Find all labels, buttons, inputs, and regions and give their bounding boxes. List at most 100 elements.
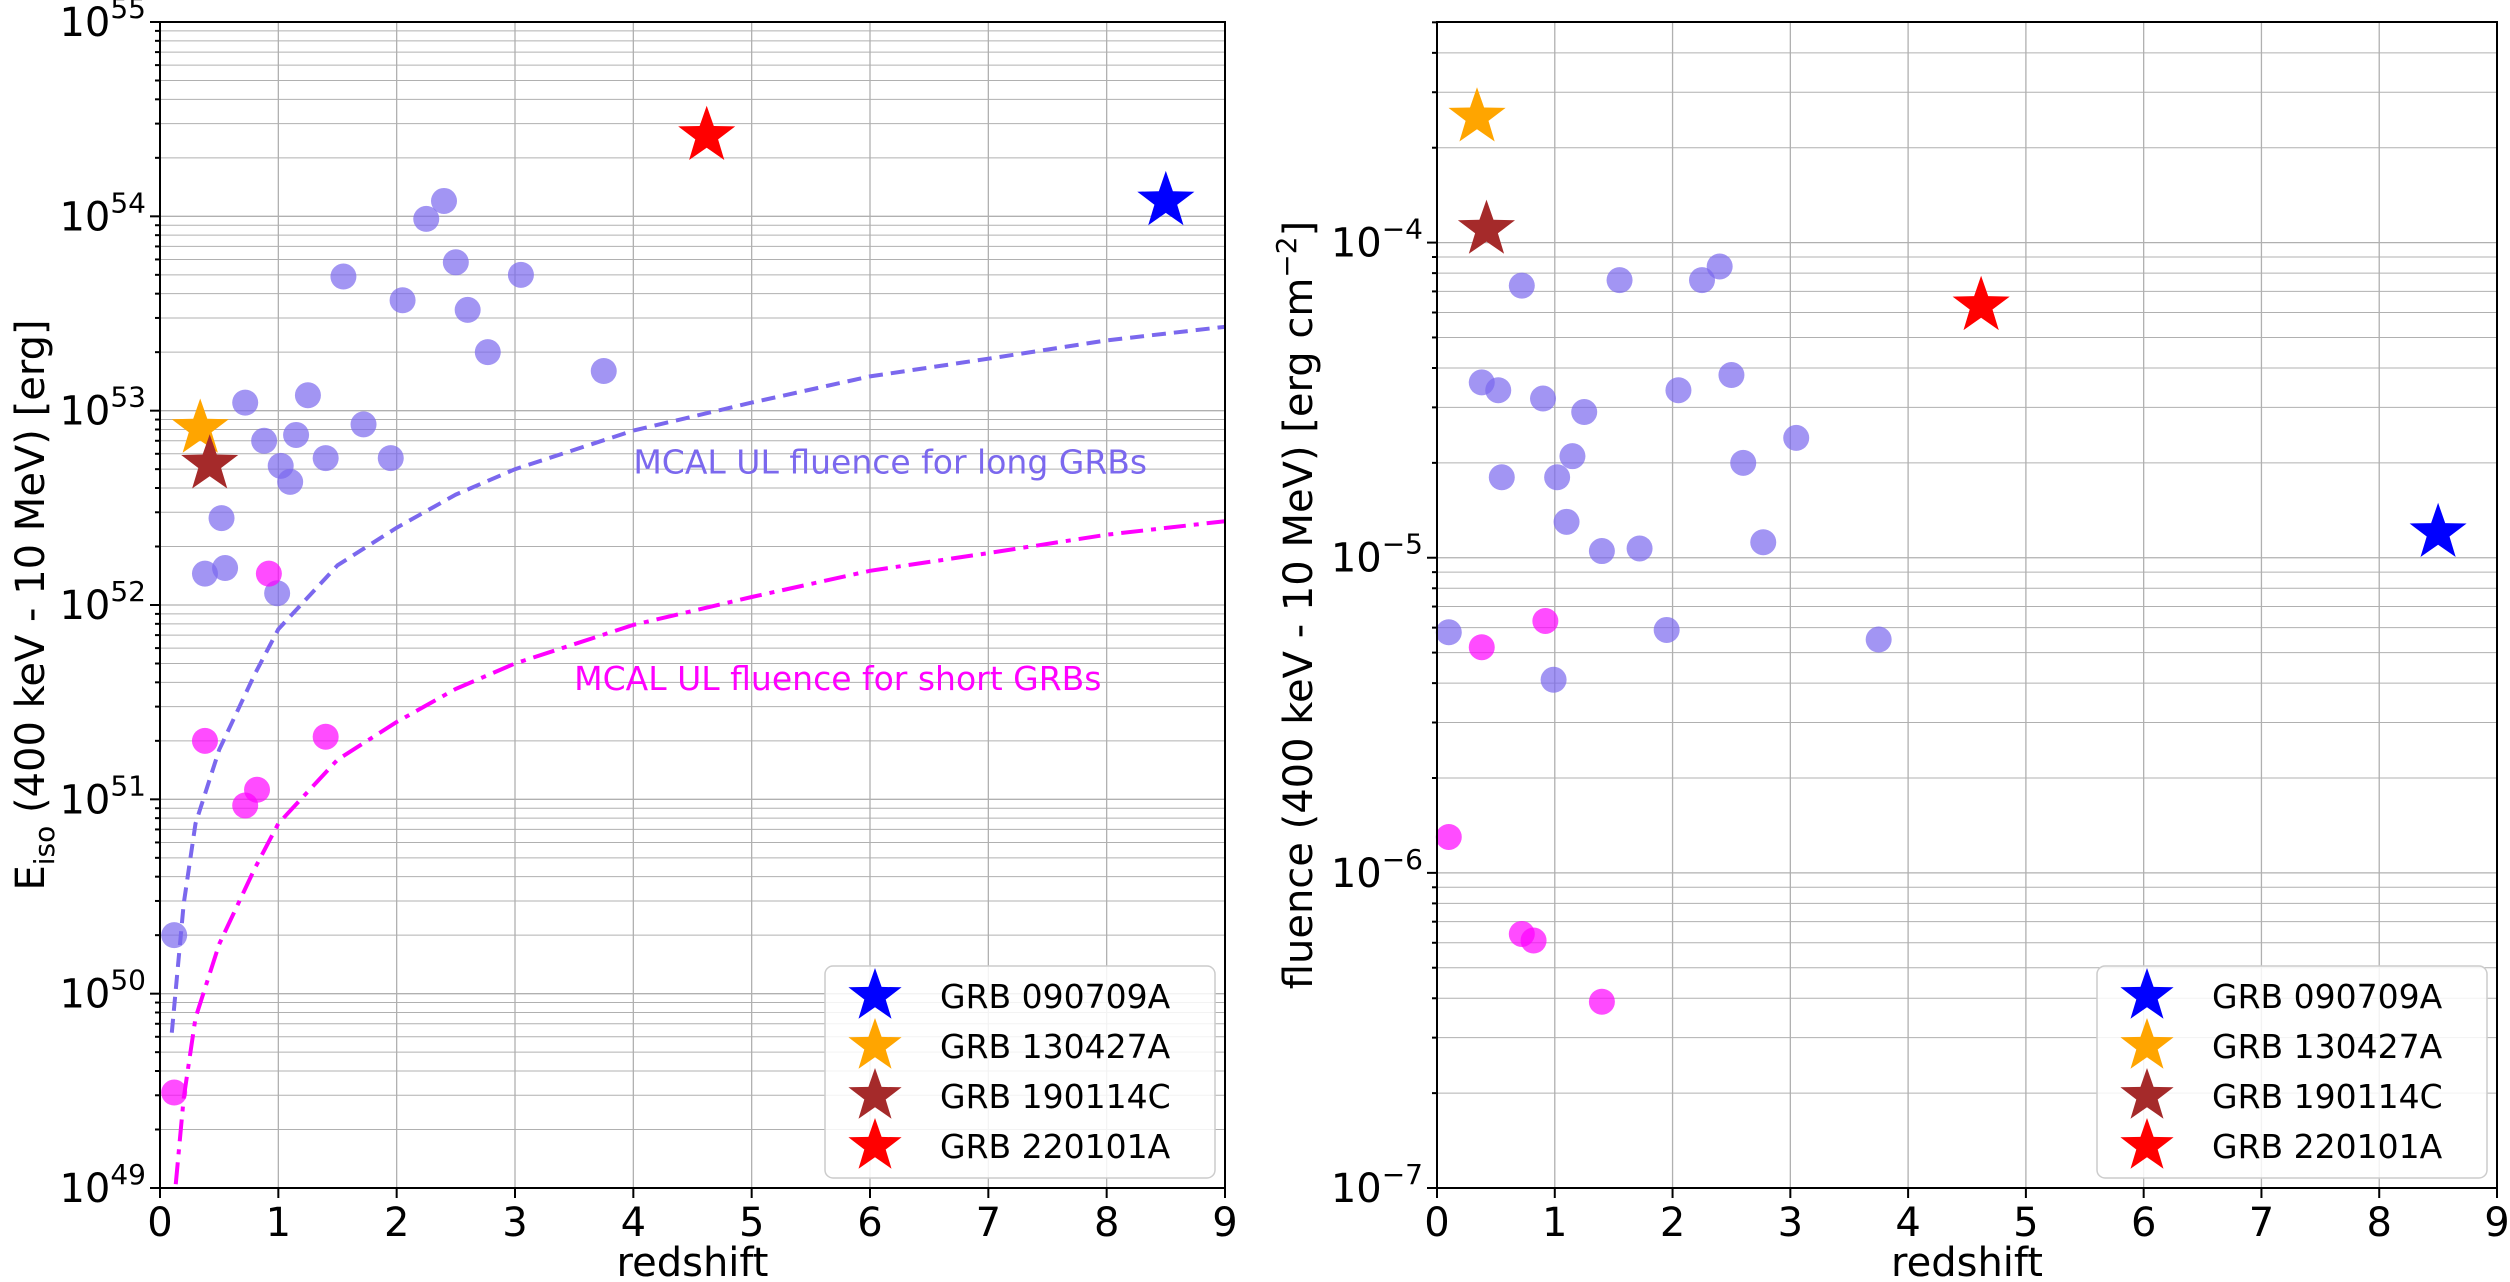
- legend-star-marker: [848, 968, 902, 1019]
- legend: GRB 090709A GRB 130427A GRB 190114C GRB 220…: [824, 965, 1216, 1179]
- data-points: [161, 105, 1195, 1106]
- short-grb-point: [1520, 927, 1547, 954]
- long-grb-point: [1485, 377, 1512, 404]
- x-tick-label: 3: [1778, 1200, 1803, 1246]
- long-grb-point: [431, 187, 457, 214]
- x-tick-label: 0: [147, 1200, 172, 1246]
- long-grb-point: [413, 205, 440, 232]
- x-tick-label: 2: [1660, 1200, 1685, 1246]
- legend-entry-label: GRB 190114C: [2212, 1077, 2443, 1116]
- long-grb-point: [312, 445, 339, 472]
- long-grb-point: [277, 468, 304, 495]
- long-grb-point: [507, 261, 534, 288]
- long-grb-point: [474, 339, 501, 366]
- legend-star-marker: [2120, 1018, 2174, 1069]
- long-grb-point: [283, 421, 310, 448]
- star-marker-grb-220101a: [1952, 275, 2010, 331]
- long-grb-point: [251, 427, 278, 454]
- y-tick-label: 1052: [59, 575, 146, 629]
- long-grb-point: [1571, 399, 1598, 426]
- x-tick-label: 9: [1212, 1200, 1237, 1246]
- legend-entry-label: GRB 090709A: [2212, 977, 2443, 1016]
- short-grb-point: [1435, 823, 1462, 850]
- legend-box: [824, 965, 1216, 1179]
- x-tick-label: 7: [976, 1200, 1001, 1246]
- short-grb-curve-label: MCAL UL fluence for short GRBs: [574, 659, 1101, 698]
- legend-star-marker: [848, 1118, 902, 1169]
- x-axis-label: redshift: [617, 1240, 769, 1282]
- long-grb-ul-curve: [169, 324, 1225, 1033]
- y-axis-label: Eiso (400 keV - 10 MeV) [erg]: [8, 319, 61, 890]
- y-tick-label: 1054: [59, 186, 146, 240]
- star-marker-grb-190114c: [1457, 199, 1515, 254]
- star-marker-grb-130427a: [1448, 87, 1506, 142]
- long-grb-curve-label: MCAL UL fluence for long GRBs: [633, 443, 1147, 482]
- legend-entry-label: GRB 130427A: [940, 1027, 1171, 1066]
- x-tick-label: 8: [2366, 1200, 2391, 1246]
- legend: GRB 090709A GRB 130427A GRB 190114C GRB 220…: [2096, 965, 2488, 1179]
- legend-star-marker: [848, 1068, 902, 1119]
- long-grb-point: [1508, 272, 1535, 299]
- short-grb-ul-curve: [173, 519, 1225, 1188]
- long-grb-point: [232, 389, 259, 416]
- x-tick-label: 0: [1424, 1200, 1449, 1246]
- long-grb-point: [1540, 666, 1567, 693]
- long-grb-point: [1530, 385, 1556, 412]
- x-tick-label: 1: [266, 1200, 291, 1246]
- short-grb-point: [244, 776, 271, 803]
- long-grb-point: [1435, 619, 1462, 646]
- long-grb-point: [191, 560, 218, 587]
- long-grb-point: [1553, 508, 1580, 535]
- long-grb-point: [1559, 443, 1586, 470]
- long-grb-point: [161, 922, 188, 949]
- long-grb-point: [1730, 449, 1757, 476]
- long-grb-point: [1588, 538, 1615, 565]
- x-tick-label: 1: [1542, 1200, 1567, 1246]
- legend-star-marker: [2120, 968, 2174, 1019]
- long-grb-point: [590, 357, 617, 384]
- x-tick-label: 9: [2484, 1200, 2509, 1246]
- long-grb-point: [1665, 377, 1692, 404]
- legend-entry-label: GRB 090709A: [940, 977, 1171, 1016]
- legend-box: [2096, 965, 2488, 1179]
- short-grb-point: [1588, 988, 1615, 1015]
- star-marker-grb-190114c: [181, 434, 239, 489]
- short-grb-point: [255, 560, 282, 587]
- star-marker-grb-090709a: [1137, 170, 1195, 226]
- long-grb-point: [377, 445, 404, 472]
- x-tick-label: 4: [1895, 1200, 1920, 1246]
- x-axis-label: redshift: [1891, 1240, 2043, 1282]
- legend-star-marker: [848, 1018, 902, 1069]
- y-tick-label: 1049: [59, 1158, 146, 1212]
- star-marker-grb-090709a: [2409, 502, 2467, 557]
- long-grb-point: [1865, 626, 1892, 653]
- y-tick-label: 1053: [59, 381, 146, 435]
- y-tick-label: 10−5: [1331, 528, 1423, 582]
- long-grb-point: [1689, 267, 1715, 294]
- star-marker-grb-130427a: [171, 398, 229, 453]
- legend-entry-label: GRB 220101A: [2212, 1127, 2443, 1166]
- long-grb-point: [208, 505, 235, 532]
- y-axis-label: fluence (400 keV - 10 MeV) [erg cm−2]: [1270, 221, 1322, 989]
- x-tick-label: 5: [2013, 1200, 2038, 1246]
- data-points: [1435, 87, 2467, 1015]
- legend-entry-label: GRB 190114C: [940, 1077, 1171, 1116]
- long-grb-point: [1606, 267, 1633, 294]
- x-tick-label: 6: [2131, 1200, 2156, 1246]
- grid-lines: [159, 21, 1226, 1189]
- y-tick-label: 10−7: [1331, 1158, 1423, 1212]
- legend-entry-label: GRB 130427A: [2212, 1027, 2443, 1066]
- y-tick-label: 10−4: [1331, 213, 1423, 267]
- long-grb-point: [1544, 464, 1571, 491]
- short-grb-point: [312, 723, 339, 750]
- long-grb-point: [1706, 253, 1733, 280]
- long-grb-point: [1750, 529, 1777, 556]
- long-grb-point: [389, 287, 416, 314]
- long-grb-point: [330, 263, 357, 290]
- long-grb-point: [454, 296, 481, 323]
- y-tick-label: 1051: [59, 769, 146, 823]
- long-grb-point: [442, 249, 469, 276]
- x-tick-label: 7: [2249, 1200, 2274, 1246]
- x-tick-label: 5: [739, 1200, 764, 1246]
